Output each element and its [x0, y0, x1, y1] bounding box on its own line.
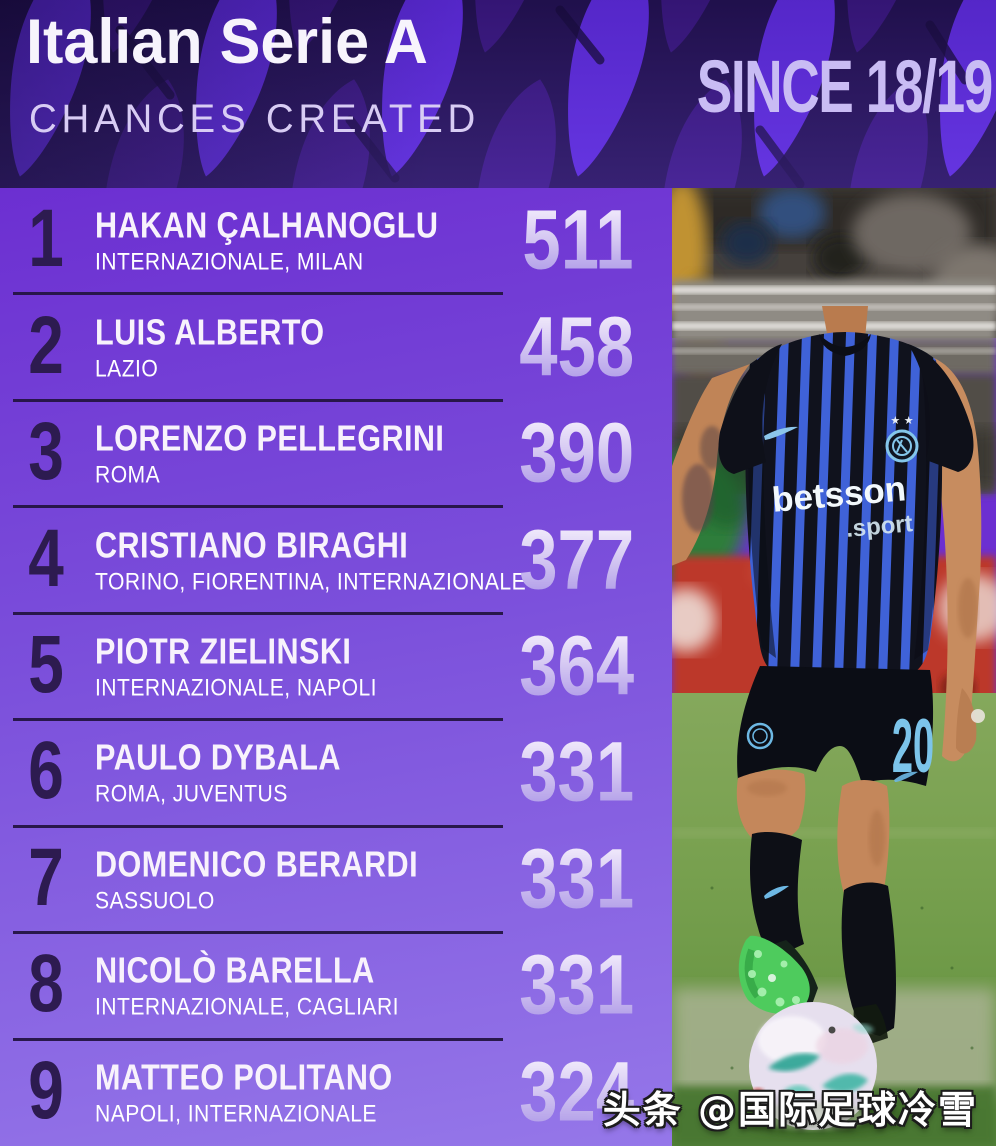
player-info: NICOLÒ BARELLA INTERNAZIONALE, CAGLIARI — [95, 949, 440, 1022]
chances-created-value: 331 — [519, 724, 634, 819]
player-name: HAKAN ÇALHANOGLU — [95, 204, 439, 246]
header-banner: Italian Serie A CHANCES CREATED SINCE 18… — [0, 0, 996, 188]
player-clubs: TORINO, FIORENTINA, INTERNAZIONALE — [95, 568, 527, 596]
player-name: PIOTR ZIELINSKI — [95, 630, 352, 672]
player-name: CRISTIANO BIRAGHI — [95, 524, 409, 566]
ranking-row: 3 LORENZO PELLEGRINI ROMA 390 — [0, 401, 672, 509]
page-subtitle: CHANCES CREATED — [29, 97, 481, 141]
chances-created-value: 390 — [519, 405, 634, 500]
since-season-label: SINCE 18/19 — [696, 45, 994, 128]
player-clubs: INTERNAZIONALE, MILAN — [95, 248, 364, 276]
left-sock — [750, 832, 804, 956]
rank-number: 6 — [28, 725, 64, 817]
rank-number: 7 — [28, 831, 64, 923]
nike-swoosh-shorts-icon — [894, 771, 918, 782]
jersey-left-sleeve — [718, 344, 782, 474]
player-clubs: ROMA — [95, 461, 161, 489]
ranking-row: 8 NICOLÒ BARELLA INTERNAZIONALE, CAGLIAR… — [0, 933, 672, 1041]
player-info: MATTEO POLITANO NAPOLI, INTERNAZIONALE — [95, 1057, 445, 1128]
chances-created-value: 364 — [519, 618, 634, 713]
right-sock — [841, 882, 896, 1036]
rank-number: 9 — [28, 1044, 64, 1136]
ranking-row: 4 CRISTIANO BIRAGHI TORINO, FIORENTINA, … — [0, 507, 672, 616]
jersey-right-sleeve — [908, 344, 974, 472]
player-info: CRISTIANO BIRAGHI TORINO, FIORENTINA, IN… — [95, 525, 585, 596]
player-info: DOMENICO BERARDI SASSUOLO — [95, 844, 475, 915]
ranking-list: 1 HAKAN ÇALHANOGLU INTERNAZIONALE, MILAN… — [0, 188, 672, 1146]
ranking-row: 2 LUIS ALBERTO LAZIO 458 — [0, 294, 672, 403]
player-photo-illustration: ★ ★ betsson .sport 20 — [672, 188, 996, 1146]
inter-crest-icon — [885, 429, 919, 463]
page-title: Italian Serie A — [26, 7, 428, 77]
chances-created-value: 331 — [519, 831, 634, 926]
chances-created-value: 511 — [522, 192, 634, 287]
ranking-row: 1 HAKAN ÇALHANOGLU INTERNAZIONALE, MILAN… — [0, 188, 672, 296]
player-name: MATTEO POLITANO — [95, 1056, 393, 1098]
player-clubs: INTERNAZIONALE, CAGLIARI — [95, 993, 399, 1021]
player-clubs: LAZIO — [95, 355, 159, 383]
player-figure: ★ ★ betsson .sport 20 — [672, 306, 985, 1044]
player-photo: ★ ★ betsson .sport 20 — [672, 188, 996, 1146]
shorts: 20 — [737, 666, 934, 788]
scudetto-stars: ★ ★ — [890, 414, 913, 427]
rank-number: 8 — [28, 938, 64, 1030]
player-clubs: NAPOLI, INTERNAZIONALE — [95, 1100, 377, 1128]
player-info: PAULO DYBALA ROMA, JUVENTUS — [95, 736, 384, 809]
boot-studs — [748, 950, 800, 1007]
player-name: LORENZO PELLEGRINI — [95, 417, 445, 459]
ranking-row: 5 PIOTR ZIELINSKI INTERNAZIONALE, NAPOLI… — [0, 614, 672, 722]
jersey: ★ ★ betsson .sport — [718, 332, 974, 676]
player-name: DOMENICO BERARDI — [95, 843, 419, 885]
player-name: NICOLÒ BARELLA — [95, 949, 375, 991]
chances-created-value: 324 — [519, 1044, 634, 1139]
rank-number: 1 — [28, 193, 64, 285]
rank-number: 4 — [28, 512, 64, 604]
player-legs — [736, 769, 896, 1044]
header-shading — [0, 0, 996, 188]
jersey-sponsor-subtext: .sport — [845, 510, 914, 543]
player-info: HAKAN ÇALHANOGLU INTERNAZIONALE, MILAN — [95, 204, 499, 277]
player-info: PIOTR ZIELINSKI INTERNAZIONALE, NAPOLI — [95, 631, 415, 702]
football — [737, 1002, 907, 1138]
player-name: LUIS ALBERTO — [95, 311, 325, 353]
player-info: LUIS ALBERTO LAZIO — [95, 312, 365, 383]
player-clubs: SASSUOLO — [95, 887, 215, 915]
watermark-text: 头条 @国际足球冷雪 — [602, 1088, 978, 1132]
nike-swoosh-sock-icon — [764, 885, 789, 899]
inter-crest-shorts-icon — [746, 722, 774, 750]
rank-number: 2 — [28, 299, 64, 391]
ranking-row: 7 DOMENICO BERARDI SASSUOLO 331 — [0, 827, 672, 935]
jersey-collar — [819, 334, 871, 356]
player-info: LORENZO PELLEGRINI ROMA — [95, 417, 506, 490]
nike-swoosh-jersey-icon — [764, 426, 798, 440]
rank-number: 3 — [28, 406, 64, 498]
player-clubs: INTERNAZIONALE, NAPOLI — [95, 674, 377, 702]
shorts-number: 20 — [892, 704, 934, 789]
ranking-row: 9 MATTEO POLITANO NAPOLI, INTERNAZIONALE… — [0, 1040, 672, 1146]
rank-number: 5 — [28, 619, 64, 711]
player-clubs: ROMA, JUVENTUS — [95, 780, 288, 808]
petal-pattern-background — [0, 0, 996, 188]
chances-created-value: 377 — [519, 511, 634, 606]
ranking-row: 6 PAULO DYBALA ROMA, JUVENTUS 331 — [0, 720, 672, 829]
chances-created-value: 331 — [519, 937, 634, 1032]
player-name: PAULO DYBALA — [95, 736, 341, 778]
chances-created-value: 458 — [519, 298, 634, 393]
